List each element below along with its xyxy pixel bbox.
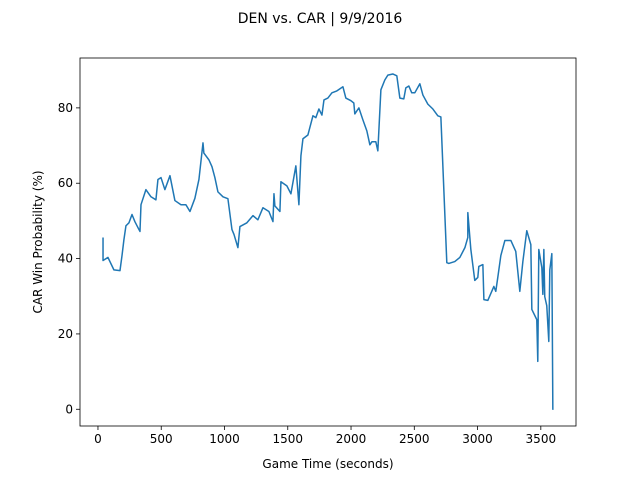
x-tick-label: 3500 [526, 432, 557, 446]
y-tick-label: 80 [58, 101, 73, 115]
y-axis-label: CAR Win Probability (%) [31, 170, 45, 313]
y-tick-label: 40 [58, 252, 73, 266]
x-tick-label: 3000 [462, 432, 493, 446]
y-tick-label: 0 [65, 402, 73, 416]
x-tick-label: 0 [94, 432, 102, 446]
chart-title: DEN vs. CAR | 9/9/2016 [238, 11, 403, 27]
y-tick-label: 20 [58, 327, 73, 341]
line-series [102, 73, 554, 411]
x-tick-label: 1000 [209, 432, 240, 446]
x-tick-label: 2500 [399, 432, 430, 446]
x-axis-label: Game Time (seconds) [262, 457, 393, 471]
x-tick-label: 500 [150, 432, 173, 446]
y-tick-label: 60 [58, 176, 73, 190]
plot-area: 0 500 1000 1500 2000 2500 3000 3500 0 20 40 60 80 [58, 57, 577, 446]
x-tick-label: 1500 [272, 432, 303, 446]
x-tick-label: 2000 [336, 432, 367, 446]
plot-frame [79, 57, 577, 427]
